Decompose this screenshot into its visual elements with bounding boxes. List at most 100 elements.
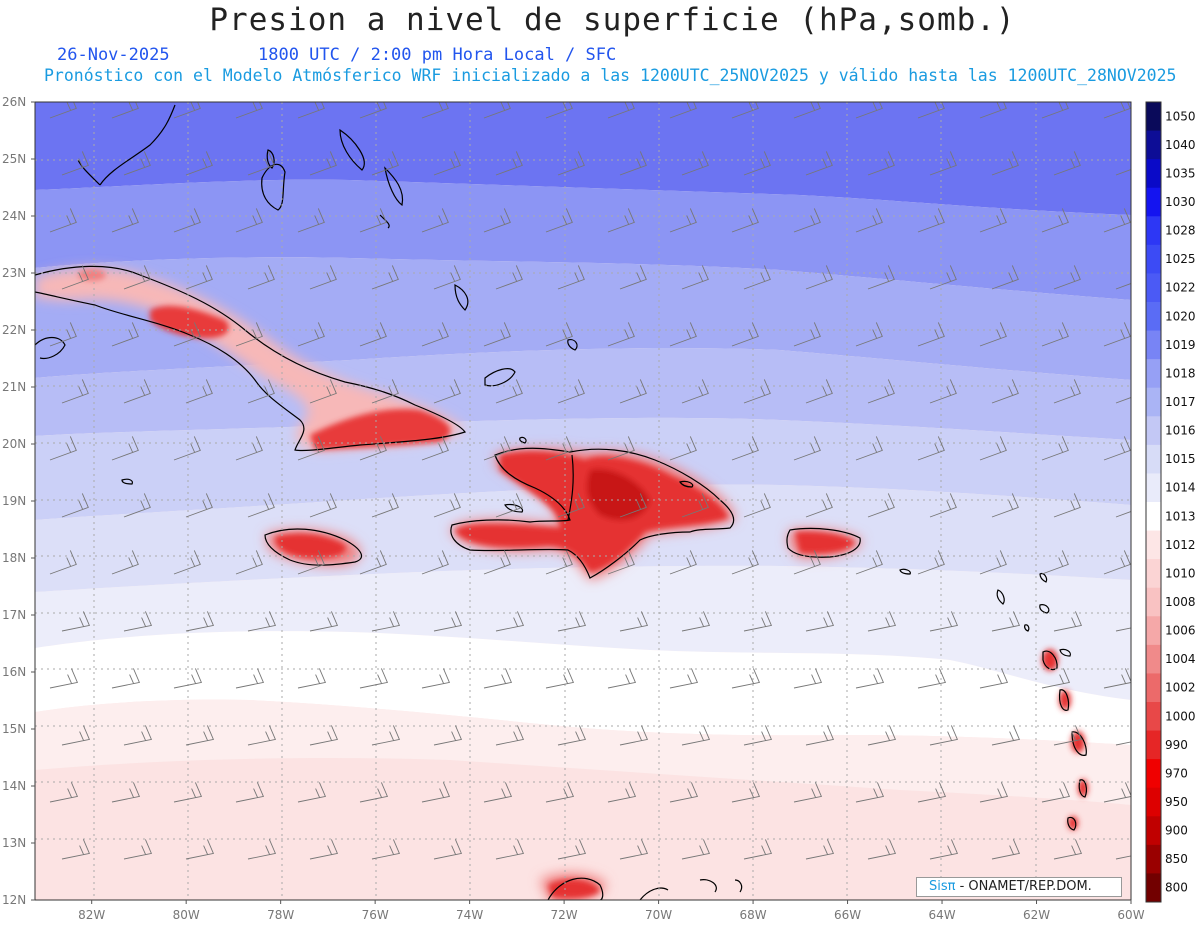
- time-label: 1800 UTC / 2:00 pm Hora Local / SFC: [258, 45, 617, 65]
- lon-label: 82W: [78, 908, 105, 922]
- wind-barb: [483, 436, 511, 461]
- colorbar-swatch: [1146, 816, 1161, 846]
- wind-barb: [855, 102, 883, 119]
- wind-barb: [297, 102, 325, 119]
- wind-barb: [371, 839, 401, 860]
- wind-barb: [235, 322, 263, 347]
- wind-barb: [1053, 379, 1081, 404]
- wind-barb: [545, 550, 573, 575]
- lat-label: 25N: [2, 152, 26, 166]
- lon-label: 68W: [739, 908, 766, 922]
- wind-barb: [917, 550, 945, 575]
- colorbar-label: 900: [1165, 824, 1188, 838]
- wind-barb: [123, 611, 153, 632]
- wind-barb: [1053, 265, 1081, 290]
- wind-barb: [247, 611, 277, 632]
- wind-barb: [433, 725, 463, 746]
- colorbar-label: 1018: [1165, 366, 1196, 380]
- wind-barb: [731, 436, 759, 461]
- credit-brand: Sisπ: [929, 879, 956, 894]
- colorbar-frame: [1145, 101, 1162, 903]
- colorbar-label: 1002: [1165, 681, 1196, 695]
- wind-barb: [805, 611, 835, 632]
- wind-barb: [235, 436, 263, 461]
- wind-barb: [681, 265, 709, 290]
- wind-barb: [669, 102, 697, 119]
- colorbar-swatch: [1146, 387, 1161, 417]
- wind-barb: [235, 102, 263, 119]
- wind-barb: [111, 208, 139, 233]
- wind-barb: [495, 379, 523, 404]
- wind-barb: [495, 611, 525, 632]
- wind-barb: [483, 668, 513, 689]
- wind-barb: [545, 208, 573, 233]
- wind-barb: [929, 725, 959, 746]
- wind-barb: [1053, 611, 1083, 632]
- wind-barb: [929, 265, 957, 290]
- wind-barb: [619, 151, 647, 176]
- wind-barb: [669, 550, 697, 575]
- lat-label: 12N: [2, 893, 26, 907]
- colorbar-label: 1022: [1165, 281, 1196, 295]
- wind-barb: [483, 550, 511, 575]
- wind-barb: [557, 493, 585, 518]
- wind-barb: [929, 839, 959, 860]
- wind-barb: [991, 265, 1019, 290]
- wind-barb: [855, 550, 883, 575]
- wind-barb: [185, 379, 213, 404]
- colorbar-label: 1020: [1165, 309, 1196, 323]
- wind-barb: [743, 265, 771, 290]
- colorbar-swatch: [1146, 244, 1161, 274]
- wind-barb: [1053, 493, 1081, 518]
- wind-barb: [359, 102, 387, 119]
- wind-barb: [979, 102, 1007, 119]
- wind-barb: [123, 379, 151, 404]
- wind-barb: [433, 839, 463, 860]
- colorbar-swatch: [1146, 330, 1161, 360]
- credit-text: - ONAMET/REP.DOM.: [955, 879, 1092, 894]
- wind-barb: [1115, 855, 1131, 860]
- wind-barb: [545, 102, 573, 119]
- wind-barb: [371, 151, 399, 176]
- wind-barb: [61, 839, 91, 860]
- wind-barb: [1115, 397, 1131, 404]
- wind-barb: [793, 550, 821, 575]
- colorbar-swatch: [1146, 559, 1161, 589]
- wind-barb: [495, 151, 523, 176]
- wind-barb: [607, 668, 637, 689]
- colorbar-label: 1030: [1165, 195, 1196, 209]
- wind-barb: [111, 550, 139, 575]
- wind-barb: [309, 151, 337, 176]
- wind-barb: [495, 265, 523, 290]
- wind-barb: [681, 151, 709, 176]
- colorbar-label: 1025: [1165, 252, 1196, 266]
- wind-barb: [805, 151, 833, 176]
- wind-barb: [619, 839, 649, 860]
- lon-label: 70W: [645, 908, 672, 922]
- colorbar-label: 1016: [1165, 424, 1196, 438]
- wind-barb: [421, 102, 449, 119]
- wind-barb: [979, 322, 1007, 347]
- wind-barb: [619, 725, 649, 746]
- date-label: 26-Nov-2025: [57, 45, 170, 65]
- wind-barb: [483, 208, 511, 233]
- wind-barb: [607, 322, 635, 347]
- wind-barb: [929, 493, 957, 518]
- wind-barb: [1041, 322, 1069, 347]
- wind-barb: [1115, 283, 1131, 290]
- colorbar-label: 1040: [1165, 138, 1196, 152]
- colorbar-label: 1010: [1165, 566, 1196, 580]
- lon-label: 78W: [267, 908, 294, 922]
- colorbar-label: 1035: [1165, 166, 1196, 180]
- wind-barb: [247, 379, 275, 404]
- wind-barb: [619, 379, 647, 404]
- wind-barb: [557, 725, 587, 746]
- wind-barb: [173, 102, 201, 119]
- wind-barb: [247, 151, 275, 176]
- colorbar-swatch: [1146, 730, 1161, 760]
- wind-barb: [61, 151, 89, 176]
- lat-label: 26N: [2, 95, 26, 109]
- wind-barb: [991, 379, 1019, 404]
- wind-barb: [49, 322, 77, 347]
